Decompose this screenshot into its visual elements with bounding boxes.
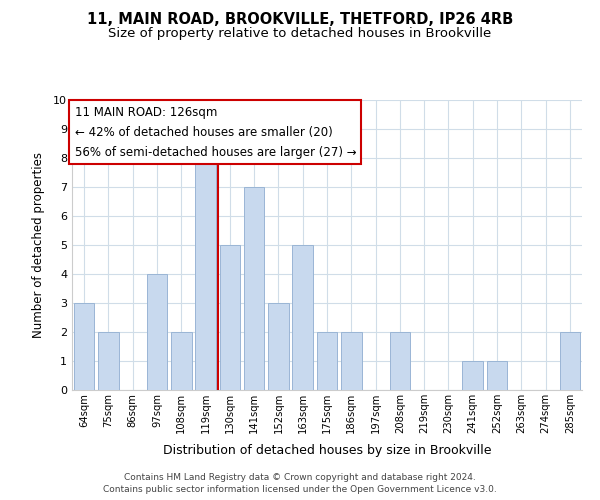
Bar — [341, 332, 362, 390]
Text: Contains public sector information licensed under the Open Government Licence v3: Contains public sector information licen… — [103, 485, 497, 494]
Bar — [146, 274, 167, 390]
Text: 11 MAIN ROAD: 126sqm
← 42% of detached houses are smaller (20)
56% of semi-detac: 11 MAIN ROAD: 126sqm ← 42% of detached h… — [74, 106, 356, 159]
Bar — [74, 303, 94, 390]
Bar — [244, 187, 265, 390]
Bar — [487, 361, 508, 390]
Text: Size of property relative to detached houses in Brookville: Size of property relative to detached ho… — [109, 28, 491, 40]
Text: Contains HM Land Registry data © Crown copyright and database right 2024.: Contains HM Land Registry data © Crown c… — [124, 472, 476, 482]
Y-axis label: Number of detached properties: Number of detached properties — [32, 152, 45, 338]
X-axis label: Distribution of detached houses by size in Brookville: Distribution of detached houses by size … — [163, 444, 491, 458]
Bar — [268, 303, 289, 390]
Bar — [195, 158, 216, 390]
Bar — [560, 332, 580, 390]
Bar — [98, 332, 119, 390]
Bar — [171, 332, 191, 390]
Bar — [220, 245, 240, 390]
Bar — [389, 332, 410, 390]
Bar — [317, 332, 337, 390]
Bar — [292, 245, 313, 390]
Bar — [463, 361, 483, 390]
Text: 11, MAIN ROAD, BROOKVILLE, THETFORD, IP26 4RB: 11, MAIN ROAD, BROOKVILLE, THETFORD, IP2… — [87, 12, 513, 28]
